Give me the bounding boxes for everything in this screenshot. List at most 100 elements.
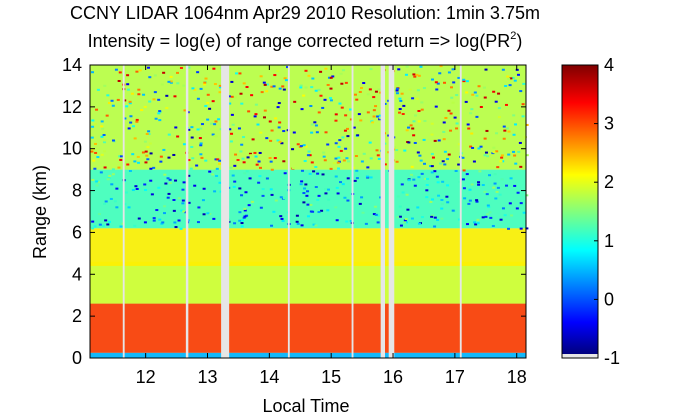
- noise-speckle: [130, 92, 134, 95]
- noise-speckle: [228, 102, 232, 105]
- noise-speckle: [243, 172, 247, 175]
- noise-speckle: [502, 137, 506, 140]
- noise-speckle: [283, 77, 287, 80]
- noise-speckle: [406, 208, 410, 211]
- subtitle-prefix: Intensity = log(e) of range corrected re…: [88, 31, 511, 51]
- noise-speckle: [344, 114, 348, 117]
- noise-speckle: [377, 157, 381, 160]
- noise-speckle: [110, 99, 114, 102]
- noise-speckle: [165, 94, 169, 97]
- noise-speckle: [496, 186, 500, 189]
- noise-speckle: [484, 68, 488, 71]
- noise-speckle: [321, 106, 325, 109]
- noise-speckle: [364, 222, 368, 225]
- noise-speckle: [147, 133, 151, 136]
- noise-speckle: [208, 170, 212, 173]
- noise-speckle: [403, 219, 407, 222]
- noise-speckle: [148, 76, 152, 79]
- noise-speckle: [475, 94, 479, 97]
- noise-speckle: [137, 161, 141, 164]
- layer-elevated-layer: [90, 228, 526, 266]
- noise-speckle: [495, 190, 499, 193]
- noise-speckle: [349, 108, 353, 111]
- noise-speckle: [261, 194, 265, 197]
- noise-speckle: [213, 123, 217, 126]
- noise-speckle: [268, 157, 272, 160]
- noise-speckle: [163, 173, 167, 176]
- noise-speckle: [411, 127, 415, 130]
- noise-speckle: [259, 131, 263, 134]
- noise-speckle: [159, 155, 163, 158]
- noise-speckle: [212, 67, 216, 70]
- y-axis-label: Range (km): [30, 165, 50, 259]
- noise-speckle: [423, 162, 427, 165]
- noise-speckle: [475, 199, 479, 202]
- noise-speckle: [500, 156, 504, 159]
- noise-speckle: [282, 160, 286, 163]
- noise-speckle: [238, 219, 242, 222]
- noise-speckle: [309, 105, 313, 108]
- noise-speckle: [96, 156, 100, 159]
- x-tick-label: 17: [445, 367, 465, 387]
- noise-speckle: [166, 196, 170, 199]
- noise-speckle: [241, 157, 245, 160]
- noise-speckle: [317, 88, 321, 91]
- noise-speckle: [212, 217, 216, 220]
- noise-speckle: [317, 194, 321, 197]
- y-tick-label: 0: [72, 348, 82, 368]
- colorbar-ticks: -1 0 1 2 3 4: [594, 55, 620, 368]
- noise-speckle: [334, 113, 338, 116]
- noise-speckle: [455, 122, 459, 125]
- noise-speckle: [431, 78, 435, 81]
- noise-speckle: [303, 160, 307, 163]
- data-gap: [185, 65, 189, 358]
- data-gap: [221, 65, 230, 358]
- noise-speckle: [457, 163, 461, 166]
- noise-speckle: [366, 111, 370, 114]
- noise-speckle: [259, 75, 263, 78]
- noise-speckle: [314, 186, 318, 189]
- noise-speckle: [436, 218, 440, 221]
- noise-speckle: [240, 102, 244, 105]
- noise-speckle: [254, 113, 258, 116]
- noise-speckle: [425, 189, 429, 192]
- noise-speckle: [213, 169, 217, 172]
- colorbar-tick-label: 0: [604, 289, 614, 309]
- noise-speckle: [440, 217, 444, 220]
- noise-speckle: [475, 200, 479, 203]
- noise-speckle: [98, 223, 102, 226]
- chart-subtitle: Intensity = log(e) of range corrected re…: [88, 30, 523, 51]
- noise-speckle: [358, 91, 362, 94]
- noise-speckle: [131, 188, 135, 191]
- noise-speckle: [430, 133, 434, 136]
- subtitle-superscript: 2: [510, 30, 516, 42]
- noise-speckle: [329, 167, 333, 170]
- noise-speckle: [117, 79, 121, 82]
- noise-speckle: [172, 153, 176, 156]
- noise-speckle: [473, 91, 477, 94]
- noise-speckle: [257, 160, 261, 163]
- noise-speckle: [521, 115, 525, 118]
- noise-speckle: [137, 88, 141, 91]
- noise-speckle: [411, 97, 415, 100]
- noise-speckle: [369, 157, 373, 160]
- noise-speckle: [97, 213, 101, 216]
- noise-speckle: [408, 88, 412, 91]
- noise-speckle: [462, 80, 466, 83]
- noise-speckle: [282, 130, 286, 133]
- noise-speckle: [346, 177, 350, 180]
- noise-speckle: [519, 165, 523, 168]
- noise-speckle: [337, 156, 341, 159]
- noise-speckle: [464, 100, 468, 103]
- noise-speckle: [196, 128, 200, 131]
- noise-speckle: [485, 193, 489, 196]
- noise-speckle: [282, 197, 286, 200]
- noise-speckle: [231, 123, 235, 126]
- noise-speckle: [195, 164, 199, 167]
- noise-speckle: [144, 150, 148, 153]
- x-tick-label: 15: [321, 367, 341, 387]
- plot-frame: [89, 64, 527, 359]
- noise-speckle: [173, 221, 177, 224]
- noise-speckle: [413, 141, 417, 144]
- noise-speckle: [153, 91, 157, 94]
